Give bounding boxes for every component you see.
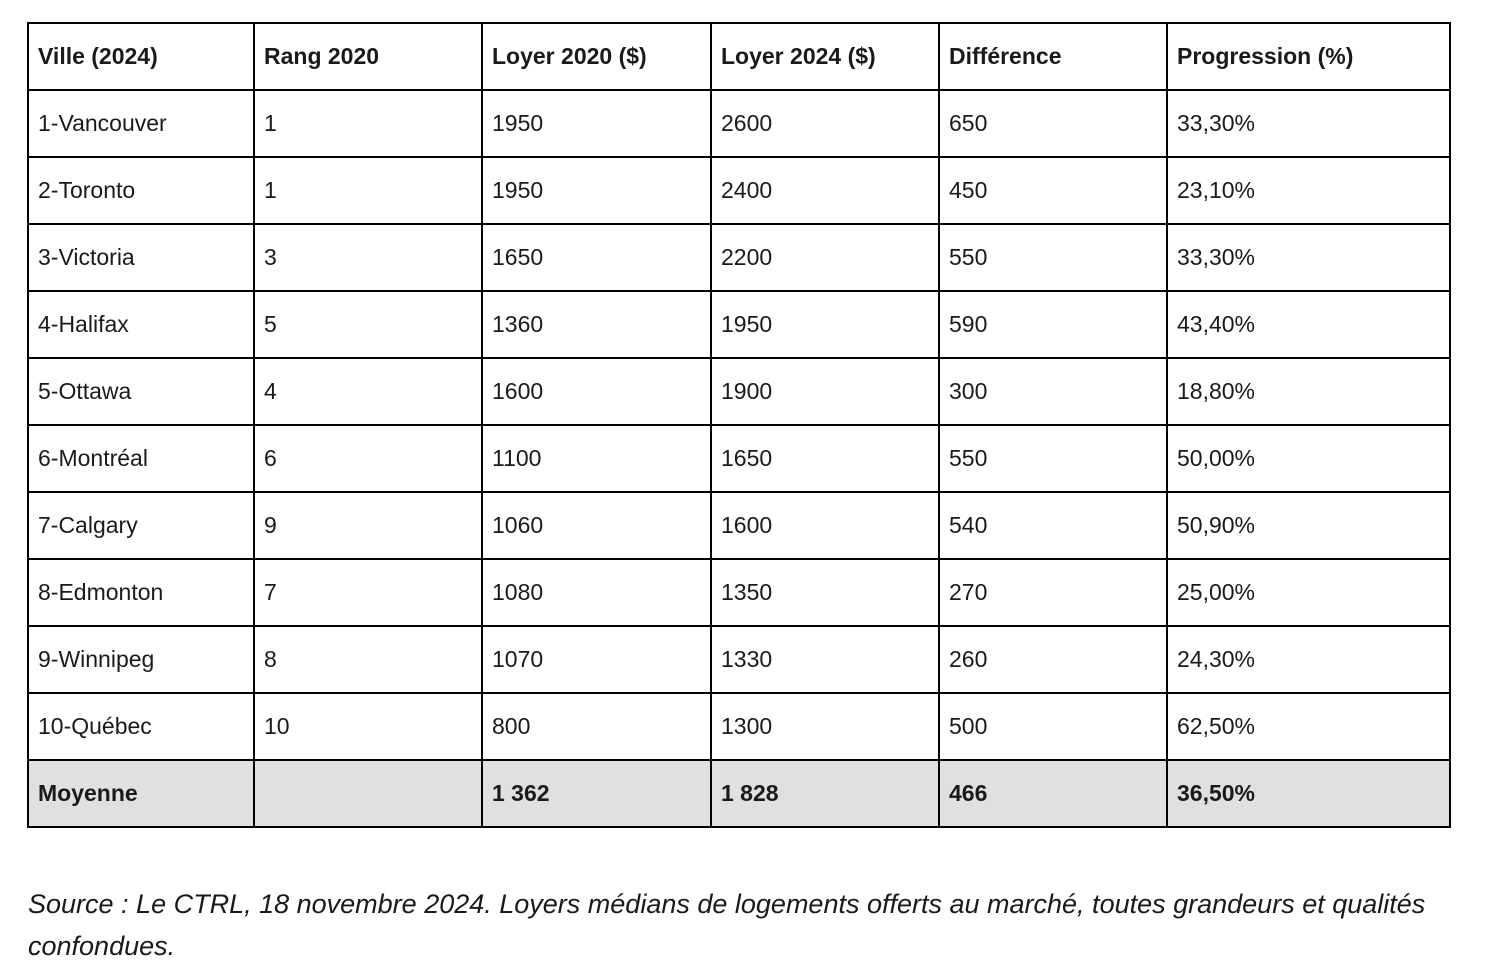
- column-header-progression: Progression (%): [1166, 22, 1451, 91]
- cell-loyer-2024: 1650: [710, 424, 940, 493]
- cell-difference: 550: [938, 223, 1168, 292]
- cell-rang: 7: [253, 558, 483, 627]
- cell-loyer-2020: 1080: [481, 558, 712, 627]
- cell-rang: 5: [253, 290, 483, 359]
- cell-difference: 270: [938, 558, 1168, 627]
- cell-rang: 1: [253, 89, 483, 158]
- cell-difference: 450: [938, 156, 1168, 225]
- cell-progression: 24,30%: [1166, 625, 1451, 694]
- summary-label: Moyenne: [27, 759, 255, 828]
- cell-difference: 260: [938, 625, 1168, 694]
- cell-ville: 4-Halifax: [27, 290, 255, 359]
- cell-loyer-2024: 2600: [710, 89, 940, 158]
- source-note: Source : Le CTRL, 18 novembre 2024. Loye…: [28, 889, 1426, 961]
- cell-progression: 50,00%: [1166, 424, 1451, 493]
- table-row-calgary: 7-Calgary 9 1060 1600 540 50,90%: [27, 491, 1451, 560]
- column-header-rang-2020: Rang 2020: [253, 22, 483, 91]
- cell-progression: 62,50%: [1166, 692, 1451, 761]
- cell-progression: 43,40%: [1166, 290, 1451, 359]
- table-row-victoria: 3-Victoria 3 1650 2200 550 33,30%: [27, 223, 1451, 292]
- cell-ville: 3-Victoria: [27, 223, 255, 292]
- cell-rang: 8: [253, 625, 483, 694]
- cell-difference: 590: [938, 290, 1168, 359]
- cell-rang: 10: [253, 692, 483, 761]
- column-header-loyer-2020: Loyer 2020 ($): [481, 22, 712, 91]
- summary-row-moyenne: Moyenne 1 362 1 828 466 36,50%: [27, 759, 1451, 828]
- cell-loyer-2020: 1070: [481, 625, 712, 694]
- cell-progression: 50,90%: [1166, 491, 1451, 560]
- cell-loyer-2020: 1360: [481, 290, 712, 359]
- table-row-ottawa: 5-Ottawa 4 1600 1900 300 18,80%: [27, 357, 1451, 426]
- cell-loyer-2020: 1950: [481, 156, 712, 225]
- cell-ville: 5-Ottawa: [27, 357, 255, 426]
- cell-progression: 33,30%: [1166, 223, 1451, 292]
- summary-loyer-2024: 1 828: [710, 759, 940, 828]
- header-row: Ville (2024) Rang 2020 Loyer 2020 ($) Lo…: [27, 22, 1451, 91]
- cell-ville: 7-Calgary: [27, 491, 255, 560]
- table-row-quebec: 10-Québec 10 800 1300 500 62,50%: [27, 692, 1451, 761]
- cell-loyer-2024: 1900: [710, 357, 940, 426]
- cell-progression: 23,10%: [1166, 156, 1451, 225]
- column-header-ville: Ville (2024): [27, 22, 255, 91]
- column-header-loyer-2024: Loyer 2024 ($): [710, 22, 940, 91]
- cell-loyer-2024: 1330: [710, 625, 940, 694]
- summary-progression: 36,50%: [1166, 759, 1451, 828]
- cell-rang: 1: [253, 156, 483, 225]
- table-row-montreal: 6-Montréal 6 1100 1650 550 50,00%: [27, 424, 1451, 493]
- cell-difference: 650: [938, 89, 1168, 158]
- cell-progression: 33,30%: [1166, 89, 1451, 158]
- cell-difference: 540: [938, 491, 1168, 560]
- summary-rang-empty: [253, 759, 483, 828]
- cell-difference: 300: [938, 357, 1168, 426]
- cell-ville: 1-Vancouver: [27, 89, 255, 158]
- cell-ville: 8-Edmonton: [27, 558, 255, 627]
- cell-loyer-2020: 1100: [481, 424, 712, 493]
- cell-loyer-2020: 1950: [481, 89, 712, 158]
- summary-difference: 466: [938, 759, 1168, 828]
- cell-progression: 18,80%: [1166, 357, 1451, 426]
- cell-loyer-2020: 1650: [481, 223, 712, 292]
- cell-rang: 9: [253, 491, 483, 560]
- table-row-winnipeg: 9-Winnipeg 8 1070 1330 260 24,30%: [27, 625, 1451, 694]
- cell-loyer-2024: 1950: [710, 290, 940, 359]
- cell-difference: 500: [938, 692, 1168, 761]
- table-row-edmonton: 8-Edmonton 7 1080 1350 270 25,00%: [27, 558, 1451, 627]
- cell-loyer-2020: 800: [481, 692, 712, 761]
- rent-table: Ville (2024) Rang 2020 Loyer 2020 ($) Lo…: [27, 22, 1451, 828]
- cell-rang: 6: [253, 424, 483, 493]
- cell-progression: 25,00%: [1166, 558, 1451, 627]
- table-row-vancouver: 1-Vancouver 1 1950 2600 650 33,30%: [27, 89, 1451, 158]
- cell-loyer-2020: 1600: [481, 357, 712, 426]
- cell-loyer-2020: 1060: [481, 491, 712, 560]
- cell-difference: 550: [938, 424, 1168, 493]
- cell-loyer-2024: 1600: [710, 491, 940, 560]
- cell-ville: 9-Winnipeg: [27, 625, 255, 694]
- cell-ville: 10-Québec: [27, 692, 255, 761]
- table-row-toronto: 2-Toronto 1 1950 2400 450 23,10%: [27, 156, 1451, 225]
- cell-ville: 2-Toronto: [27, 156, 255, 225]
- cell-rang: 4: [253, 357, 483, 426]
- cell-loyer-2024: 1350: [710, 558, 940, 627]
- cell-loyer-2024: 2400: [710, 156, 940, 225]
- cell-rang: 3: [253, 223, 483, 292]
- summary-loyer-2020: 1 362: [481, 759, 712, 828]
- cell-loyer-2024: 2200: [710, 223, 940, 292]
- column-header-difference: Différence: [938, 22, 1168, 91]
- table-row-halifax: 4-Halifax 5 1360 1950 590 43,40%: [27, 290, 1451, 359]
- cell-ville: 6-Montréal: [27, 424, 255, 493]
- cell-loyer-2024: 1300: [710, 692, 940, 761]
